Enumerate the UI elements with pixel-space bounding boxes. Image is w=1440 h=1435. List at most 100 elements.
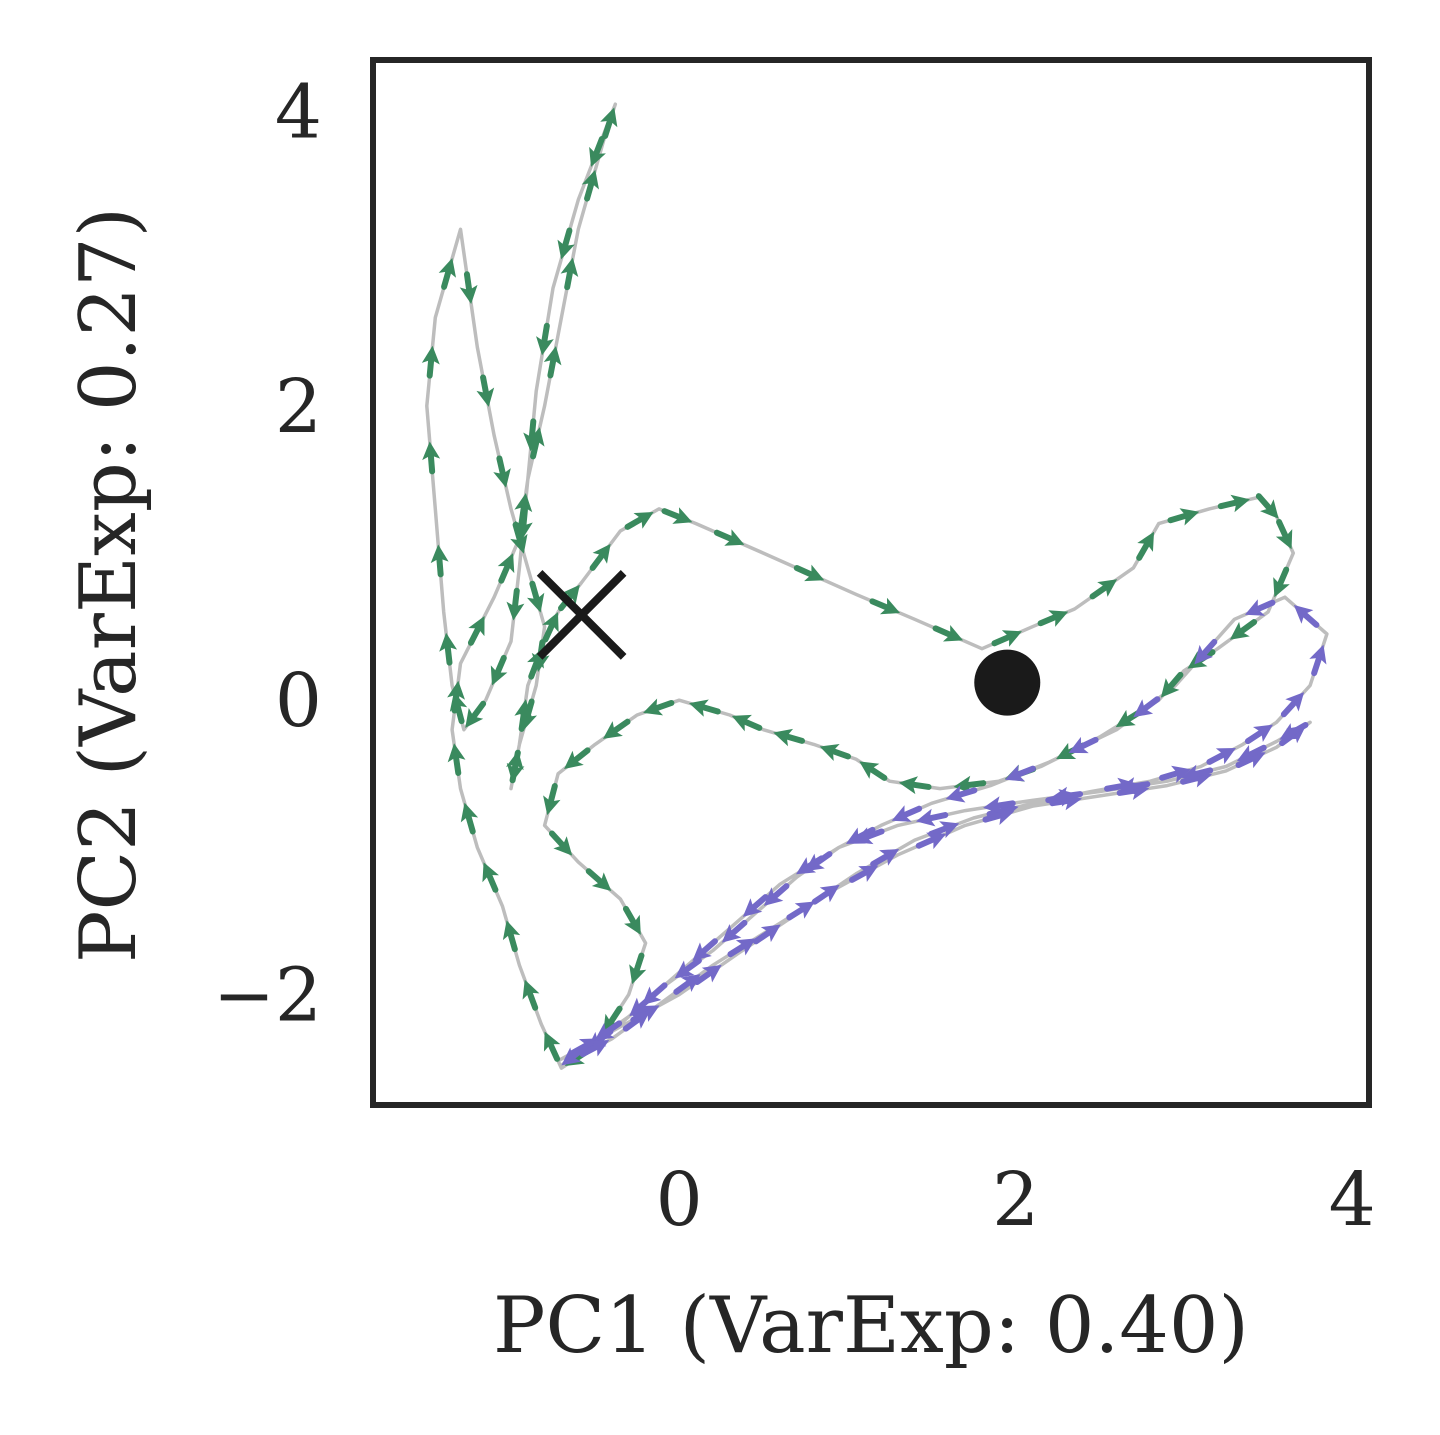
direction-arrow — [439, 632, 458, 666]
direction-arrow — [1217, 494, 1250, 513]
direction-arrow — [519, 698, 538, 731]
direction-arrow — [1255, 493, 1279, 519]
direction-arrow — [465, 700, 487, 728]
direction-arrow — [594, 1020, 623, 1041]
direction-arrow — [589, 135, 606, 167]
direction-arrow — [915, 808, 949, 827]
direction-arrow — [713, 529, 745, 546]
direction-arrow — [796, 855, 825, 875]
direction-arrow — [928, 821, 960, 839]
direction-arrow — [870, 849, 900, 867]
direction-arrow — [622, 905, 641, 935]
direction-arrow — [742, 894, 769, 917]
direction-arrow — [510, 521, 528, 554]
direction-arrow — [502, 920, 521, 953]
direction-arrow — [1273, 566, 1290, 598]
direction-arrow — [773, 728, 806, 747]
direction-arrow — [543, 1031, 561, 1062]
direction-arrow — [727, 938, 756, 958]
direction-arrow — [932, 624, 964, 642]
direction-arrow — [819, 743, 852, 761]
x-tick-labels: 0 2 4 — [656, 1157, 1376, 1243]
direction-arrow — [1275, 518, 1293, 550]
direction-arrow — [694, 964, 722, 986]
x-tick-label: 0 — [656, 1157, 703, 1243]
y-tick-label: −2 — [213, 953, 322, 1039]
direction-arrow — [497, 553, 515, 584]
direction-arrow — [1236, 744, 1267, 762]
direction-arrow — [579, 1040, 610, 1058]
direction-arrow — [536, 322, 554, 356]
direction-arrow — [602, 718, 631, 739]
direction-arrow — [641, 982, 668, 1006]
direction-arrows — [421, 107, 1327, 1066]
direction-arrow — [1136, 531, 1155, 561]
direction-arrow — [689, 699, 721, 717]
direction-arrow — [1005, 764, 1036, 782]
direction-arrow — [793, 564, 825, 582]
direction-arrow — [482, 862, 499, 893]
direction-arrow — [1068, 736, 1099, 754]
direction-arrow — [421, 345, 440, 379]
direction-arrow — [991, 630, 1022, 647]
direction-arrow — [560, 257, 579, 291]
x-axis-label: PC1 (VarExp: 0.40) — [493, 1281, 1249, 1371]
direction-arrow — [1181, 764, 1214, 783]
direction-arrow — [449, 692, 468, 725]
direction-arrow — [543, 345, 562, 379]
direction-arrow — [564, 747, 591, 770]
direction-arrow — [731, 714, 763, 732]
direction-arrow — [561, 1044, 589, 1066]
direction-arrow — [1229, 619, 1258, 640]
direction-arrow — [490, 654, 508, 686]
direction-arrow — [629, 952, 647, 985]
direction-arrow — [891, 805, 923, 822]
direction-arrow — [983, 796, 1016, 815]
direction-arrow — [548, 830, 573, 856]
markers — [536, 570, 1041, 716]
direction-arrow — [1280, 692, 1305, 718]
direction-arrow — [811, 884, 840, 905]
direction-arrow — [438, 258, 457, 290]
direction-arrow — [1279, 721, 1309, 740]
direction-arrow — [514, 506, 533, 540]
direction-arrow — [622, 1010, 651, 1032]
y-tick-label: 2 — [275, 364, 322, 450]
y-tick-labels: −2 0 2 4 — [213, 70, 322, 1039]
direction-arrow — [557, 227, 575, 260]
direction-arrow — [915, 832, 947, 850]
direction-arrow — [853, 827, 885, 845]
direction-arrow — [514, 699, 533, 732]
direction-arrow — [422, 441, 441, 475]
y-axis-label: PC2 (VarExp: 0.27) — [64, 207, 154, 963]
direction-arrow — [661, 507, 693, 524]
direction-arrow — [624, 511, 654, 530]
direction-arrow — [460, 802, 479, 835]
direction-arrow — [589, 543, 611, 571]
direction-arrow — [506, 587, 525, 621]
plot-frame — [370, 57, 1372, 1108]
direction-arrow — [522, 979, 540, 1011]
direction-arrow — [752, 924, 781, 945]
direction-arrow — [1194, 638, 1218, 665]
direction-arrow — [505, 750, 524, 784]
start-marker-x — [536, 570, 627, 660]
direction-arrow — [1244, 724, 1273, 745]
x-tick-label: 2 — [992, 1157, 1039, 1243]
direction-arrow — [692, 938, 718, 962]
direction-arrow — [1159, 765, 1191, 783]
direction-arrow — [673, 974, 701, 995]
direction-arrow — [1037, 610, 1069, 627]
direction-arrow — [447, 743, 466, 776]
direction-arrow — [1050, 786, 1084, 805]
direction-arrow — [585, 868, 612, 892]
direction-arrow — [526, 580, 545, 613]
direction-arrow — [542, 612, 559, 643]
direction-arrow — [786, 901, 815, 921]
direction-arrow — [600, 107, 618, 139]
direction-arrow — [643, 698, 675, 716]
direction-arrow — [1117, 777, 1151, 795]
direction-arrow — [1167, 508, 1200, 526]
direction-arrow — [1089, 579, 1118, 600]
